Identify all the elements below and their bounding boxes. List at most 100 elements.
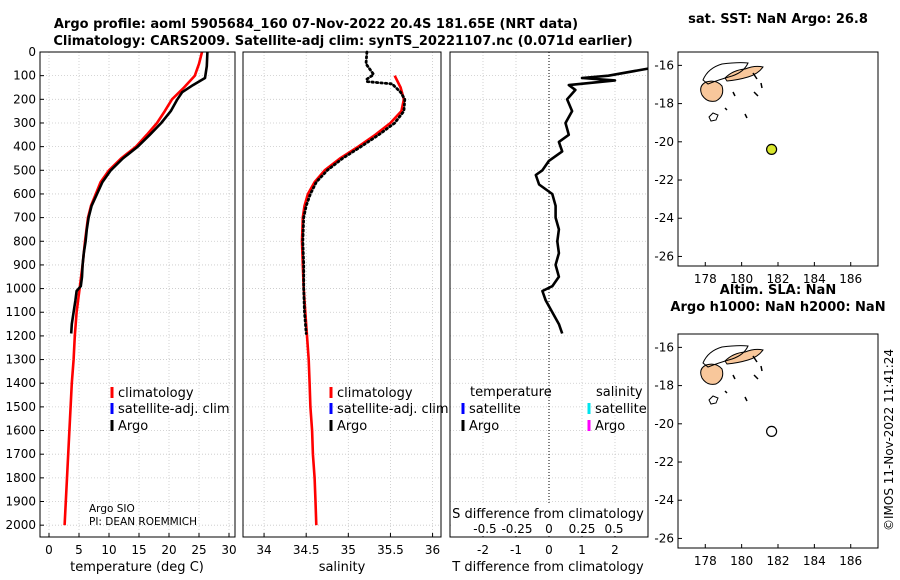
legend-label-climatology: climatology: [337, 386, 413, 401]
y-tick-label: 400: [13, 140, 36, 154]
difference-frame: [449, 51, 649, 538]
temperature-frame: [39, 51, 236, 538]
legend-title-temperature: temperature: [470, 385, 552, 400]
sst-map-ticks: 178 180 182 184 186 -16 -18 -20 -22 -24 -26: [654, 58, 862, 286]
s-tick-label: -0.5: [473, 522, 496, 536]
y-tick-label: 100: [13, 69, 36, 83]
sla-map-panel: Altim. SLA: NaN Argo h1000: NaN h2000: N…: [654, 283, 885, 568]
s-tick-label: -0.25: [501, 522, 532, 536]
legend-label-climatology: climatology: [118, 386, 194, 401]
sla-map-frame: [677, 333, 879, 549]
y-tick-label: 700: [13, 211, 36, 225]
y-tick-label: 1800: [5, 471, 36, 485]
imos-credit: ©IMOS 11-Nov-2022 11:41:24: [882, 349, 896, 531]
x-tick-label: 20: [161, 543, 176, 557]
map-x-tick-label: 186: [839, 554, 862, 568]
temperature-lines: [63, 51, 209, 526]
x-tick-label: 34: [256, 543, 271, 557]
x-tick-label: 34.5: [293, 543, 320, 557]
map-x-tick-label: 178: [694, 554, 717, 568]
map-y-tick-label: -20: [654, 417, 674, 431]
map-x-tick-label: 182: [767, 272, 790, 286]
temperature-xlabel: temperature (deg C): [70, 560, 204, 575]
x-tick-label: 5: [75, 543, 83, 557]
x-tick-label: -1: [510, 543, 522, 557]
y-tick-label: 1900: [5, 495, 36, 509]
y-tick-label: 1700: [5, 447, 36, 461]
legend-label-satellite: satellite-adj. clim: [337, 402, 449, 417]
salinity-lines: [300, 50, 407, 526]
salinity-legend: climatology satellite-adj. clim Argo: [329, 386, 449, 434]
temperature-grid: [40, 51, 235, 537]
difference-top-xlabel: S difference from climatology: [452, 507, 644, 522]
x-tick-label: 25: [191, 543, 206, 557]
argo-float-marker: [765, 143, 778, 155]
temperature-ticks: 0100200300400500600700800900100011001200…: [5, 45, 236, 557]
y-tick-label: 1100: [5, 305, 36, 319]
reef-south: [708, 395, 719, 405]
s-tick-label: 0.5: [604, 522, 623, 536]
header-title-line2: Climatology: CARS2009. Satellite-adj cli…: [53, 34, 632, 49]
island-vanua-levu: [724, 65, 764, 82]
argo-float-marker: [765, 425, 778, 437]
y-tick-label: 1400: [5, 376, 36, 390]
map-x-tick-label: 178: [694, 272, 717, 286]
difference-top-label-bg: [451, 503, 647, 536]
salinity-frame: [242, 51, 442, 538]
x-tick-label: -2: [477, 543, 489, 557]
map-y-tick-label: -26: [654, 531, 674, 545]
island-viti-levu: [700, 363, 724, 385]
difference-lines: [534, 67, 649, 334]
map-y-tick-label: -16: [654, 340, 674, 354]
s-tick-label: 0: [545, 522, 553, 536]
map-x-tick-label: 180: [730, 272, 753, 286]
difference-legend: temperature salinity satellite Argo sate…: [461, 385, 647, 434]
temperature-legend: climatology satellite-adj. clim Argo: [110, 386, 230, 434]
map-x-tick-label: 186: [839, 272, 862, 286]
salinity-grid: [243, 51, 441, 537]
map-x-tick-label: 184: [803, 554, 826, 568]
annotation-argo-sio: Argo SIO: [89, 503, 135, 515]
annotation-pi: PI: DEAN ROEMMICH: [89, 516, 197, 528]
island-viti-levu: [700, 80, 724, 102]
sst-map-panel: sat. SST: NaN Argo: 26.8 178 180 182 184 186…: [654, 12, 879, 286]
map-y-tick-label: -16: [654, 58, 674, 72]
series-line-climatology: [300, 75, 406, 526]
lau-islands: [724, 72, 763, 119]
map-y-tick-label: -24: [654, 211, 674, 225]
header-title-line1: Argo profile: aoml 5905684_160 07-Nov-20…: [54, 17, 578, 32]
map-y-tick-label: -26: [654, 249, 674, 263]
y-tick-label: 1300: [5, 353, 36, 367]
x-tick-label: 0: [45, 543, 53, 557]
map-y-tick-label: -18: [654, 97, 674, 111]
map-y-tick-label: -18: [654, 379, 674, 393]
y-tick-label: 0: [28, 45, 36, 59]
legend-label-t-satellite: satellite: [469, 402, 521, 417]
legend-label-t-argo: Argo: [469, 419, 499, 434]
x-tick-label: 35: [341, 543, 356, 557]
map-x-tick-label: 182: [767, 554, 790, 568]
sla-map-title-line2: Argo h1000: NaN h2000: NaN: [670, 300, 885, 315]
x-tick-label: 1: [578, 543, 586, 557]
map-y-tick-label: -22: [654, 455, 674, 469]
legend-title-salinity: salinity: [596, 385, 643, 400]
y-tick-label: 1500: [5, 400, 36, 414]
difference-panel: -2 -1 0 1 2 T difference from climatology S …: [449, 51, 649, 575]
y-tick-label: 500: [13, 163, 36, 177]
legend-label-argo: Argo: [337, 419, 367, 434]
legend-label-s-satellite: satellite: [595, 402, 647, 417]
difference-xlabel: T difference from climatology: [451, 560, 644, 575]
y-tick-label: 800: [13, 234, 36, 248]
legend-label-satellite: satellite-adj. clim: [118, 402, 230, 417]
salinity-xlabel: salinity: [319, 560, 366, 575]
y-tick-label: 600: [13, 187, 36, 201]
y-tick-label: 300: [13, 116, 36, 130]
series-line-argo: [301, 50, 407, 335]
x-tick-label: 2: [611, 543, 619, 557]
map-x-tick-label: 180: [730, 554, 753, 568]
map-y-tick-label: -22: [654, 173, 674, 187]
y-tick-label: 900: [13, 258, 36, 272]
y-tick-label: 1200: [5, 329, 36, 343]
salinity-ticks: 34 34.5 35 35.5 36: [256, 533, 440, 557]
